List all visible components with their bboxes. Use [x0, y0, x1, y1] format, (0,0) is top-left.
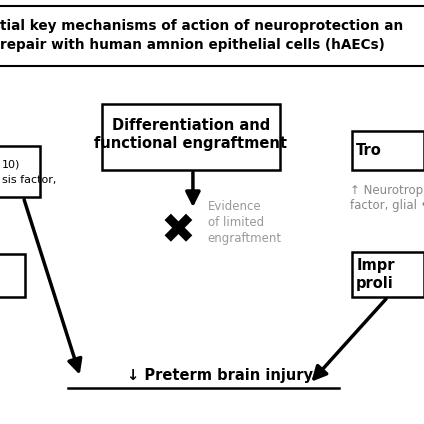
Text: repair with human amnion epithelial cells (hAECs): repair with human amnion epithelial cell… [0, 38, 385, 53]
Text: sis factor,: sis factor, [2, 175, 56, 185]
Text: Differentiation and
functional engraftment: Differentiation and functional engraftme… [94, 118, 287, 151]
Bar [0, 254, 25, 297]
Bar [0, 146, 40, 197]
Text: tial key mechanisms of action of neuroprotection an: tial key mechanisms of action of neuropr… [0, 19, 403, 33]
Text: Impr
proli: Impr proli [356, 258, 395, 291]
Text: ✖: ✖ [161, 210, 195, 252]
Text: ↑ Neurotrop
factor, glial •: ↑ Neurotrop factor, glial • [350, 184, 424, 212]
Text: ↓ Preterm brain injury: ↓ Preterm brain injury [127, 368, 313, 383]
Bar [352, 131, 424, 170]
Bar [352, 252, 424, 297]
Text: 10): 10) [2, 159, 20, 169]
Text: Tro: Tro [356, 143, 382, 158]
Text: Evidence
of limited
engraftment: Evidence of limited engraftment [208, 200, 282, 245]
Bar [102, 104, 280, 170]
